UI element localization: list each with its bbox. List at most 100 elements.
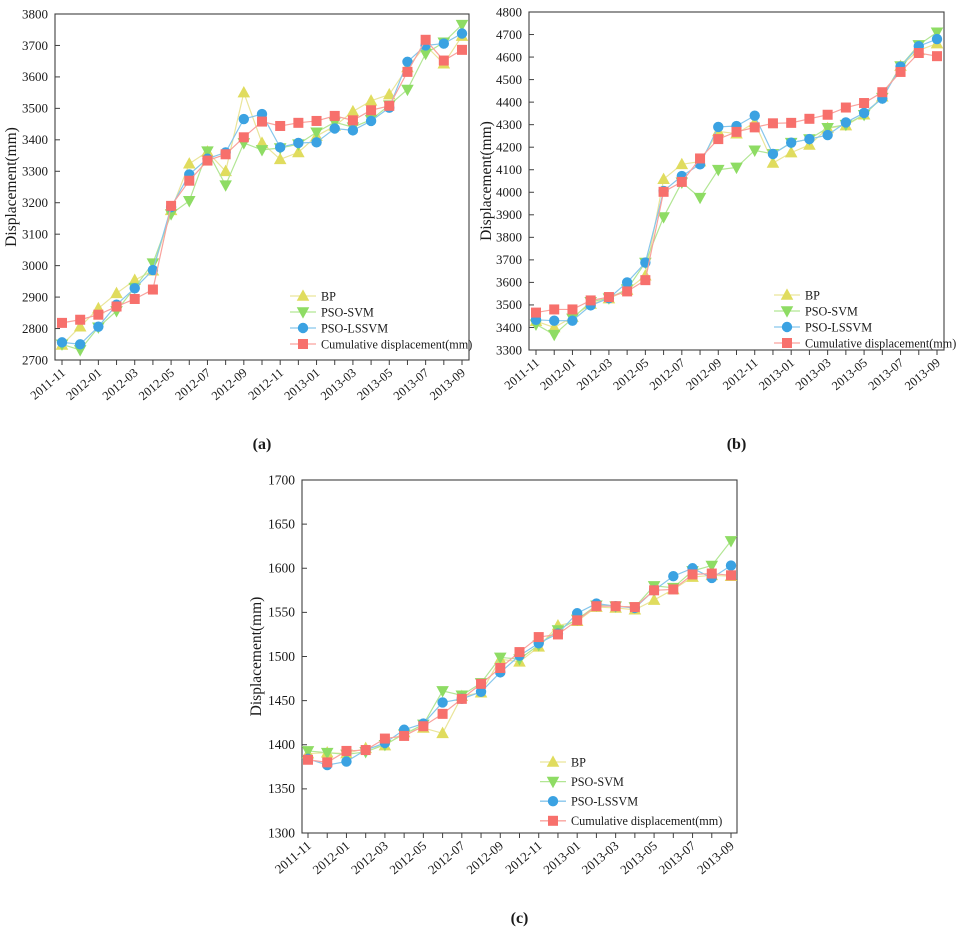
x-tick-label: 2012-01 [537, 356, 578, 394]
legend-label: PSO-LSSVM [805, 320, 872, 334]
y-tick-label: 3300 [22, 164, 48, 179]
legend-item-pso-svm: PSO-SVM [774, 304, 858, 318]
series-pso-svm [529, 27, 944, 342]
legend-item-cumulative-displacement-mm: Cumulative displacement(mm) [540, 814, 722, 828]
legend-label: BP [321, 289, 336, 303]
legend-item-cumulative-displacement-mm: Cumulative displacement(mm) [290, 337, 472, 351]
x-tick-label: 2012-03 [574, 356, 615, 394]
y-tick-label: 4800 [496, 4, 522, 19]
y-tick-label: 2900 [22, 289, 48, 304]
x-tick-label: 2013-03 [793, 356, 834, 394]
y-tick-label: 3300 [496, 342, 522, 357]
y-tick-label: 3100 [22, 226, 48, 241]
chart-a-caption: (a) [252, 436, 272, 453]
x-tick-label: 2012-05 [386, 838, 429, 877]
legend-label: PSO-LSSVM [321, 321, 388, 335]
x-tick-label: 2012-09 [209, 366, 250, 404]
y-tick-label: 3500 [22, 101, 48, 116]
y-tick-label: 3900 [496, 207, 522, 222]
y-tick-label: 1550 [268, 605, 295, 620]
legend-label: BP [805, 288, 820, 302]
x-tick-label: 2013-05 [354, 366, 395, 404]
y-tick-label: 4400 [496, 94, 522, 109]
chart-c-caption: (c) [510, 910, 529, 927]
legend-item-pso-lssvm: PSO-LSSVM [290, 321, 388, 335]
y-tick-label: 3200 [22, 195, 48, 210]
x-tick-label: 2012-03 [100, 366, 141, 404]
x-tick-label: 2012-09 [683, 356, 724, 394]
x-tick-label: 2011-11 [28, 366, 68, 403]
x-tick-label: 2013-07 [391, 366, 432, 404]
y-tick-label: 1350 [268, 781, 295, 796]
legend-c: BP PSO-SVM PSO-LSSVM Cumulative displacemen… [540, 755, 722, 828]
legend-label: PSO-SVM [571, 775, 624, 789]
x-tick-label: 2013-03 [579, 838, 622, 877]
y-tick-label: 3400 [496, 320, 522, 335]
y-tick-label: 3500 [496, 297, 522, 312]
x-tick-label: 2013-09 [902, 356, 943, 394]
x-tick-label: 2012-11 [502, 838, 544, 877]
y-axis-title-c: Displacement(mm) [248, 597, 265, 717]
series-cumulative-displacement-mm [531, 48, 942, 318]
legend-label: PSO-SVM [805, 304, 858, 318]
legend-b: BP PSO-SVM PSO-LSSVM Cumulative displacemen… [774, 288, 956, 350]
legend-item-bp: BP [290, 289, 336, 303]
legend-item-pso-lssvm: PSO-LSSVM [540, 795, 638, 809]
x-tick-label: 2012-01 [63, 366, 104, 404]
x-tick-label: 2013-07 [866, 356, 907, 394]
chart-c-figure: 1300 1350 1400 1450 1500 1550 1600 1650 1700 2011… [240, 460, 765, 938]
chart-c-plot: 1300 1350 1400 1450 1500 1550 1600 1650 1700 2011… [248, 472, 738, 877]
y-tick-label: 3600 [22, 69, 48, 84]
y-tick-label: 1600 [268, 561, 295, 576]
x-tick-label: 2011-11 [502, 356, 542, 393]
y-tick-label: 4700 [496, 27, 522, 42]
legend-item-bp: BP [540, 755, 586, 769]
y-tick-label: 4000 [496, 185, 522, 200]
y-tick-label: 3000 [22, 258, 48, 273]
y-tick-label: 3600 [496, 275, 522, 290]
y-tick-label: 1400 [268, 737, 295, 752]
y-axis-title-a: Displacement(mm) [3, 127, 20, 247]
legend-label: Cumulative displacement(mm) [321, 337, 472, 351]
chart-a-figure: 2700 2800 2900 3000 3100 3200 3300 3400 3500 3600… [0, 0, 482, 458]
x-tick-label: 2013-05 [829, 356, 870, 394]
series-cumulative-displacement-mm [57, 34, 467, 328]
x-tick-label: 2012-11 [246, 366, 287, 403]
x-tick-label: 2012-07 [172, 366, 213, 404]
legend-a: BP PSO-SVM PSO-LSSVM Cumulative displacemen… [290, 289, 472, 351]
x-tick-label: 2013-01 [540, 838, 583, 877]
legend-label: Cumulative displacement(mm) [571, 814, 722, 828]
legend-item-pso-svm: PSO-SVM [540, 775, 624, 789]
legend-item-cumulative-displacement-mm: Cumulative displacement(mm) [774, 336, 956, 350]
y-tick-label: 3400 [22, 132, 48, 147]
y-tick-label: 1650 [268, 516, 295, 531]
y-tick-label: 1500 [268, 649, 295, 664]
y-tick-label: 4200 [496, 140, 522, 155]
y-tick-label: 4600 [496, 49, 522, 64]
y-tick-label: 1450 [268, 693, 295, 708]
y-tick-label: 1700 [268, 472, 295, 487]
legend-label: PSO-SVM [321, 305, 374, 319]
x-tick-label: 2012-05 [610, 356, 651, 394]
y-tick-label: 4500 [496, 72, 522, 87]
legend-label: Cumulative displacement(mm) [805, 336, 956, 350]
y-tick-label: 3700 [22, 38, 48, 53]
y-tick-label: 4100 [496, 162, 522, 177]
chart-b-plot: 3300 3400 3500 3600 3700 3800 3900 4000 4100 4200… [478, 4, 956, 394]
y-tick-label: 2700 [22, 352, 48, 367]
x-tick-label: 2012-11 [720, 356, 761, 393]
x-tick-label: 2013-09 [694, 838, 737, 877]
series-bp [529, 36, 944, 333]
x-tick-label: 2011-11 [272, 838, 314, 877]
y-tick-label: 3800 [496, 230, 522, 245]
x-tick-label: 2012-03 [348, 838, 391, 877]
chart-a-plot: 2700 2800 2900 3000 3100 3200 3300 3400 3500 3600… [3, 6, 472, 404]
y-axis-title-b: Displacement(mm) [478, 121, 495, 241]
x-tick-label: 2013-01 [282, 366, 323, 404]
axes-b: 3300 3400 3500 3600 3700 3800 3900 4000 4100 4200… [496, 4, 945, 394]
y-tick-label: 3700 [496, 252, 522, 267]
x-tick-label: 2013-03 [318, 366, 359, 404]
y-tick-label: 3800 [22, 6, 48, 21]
legend-label: BP [571, 755, 586, 769]
